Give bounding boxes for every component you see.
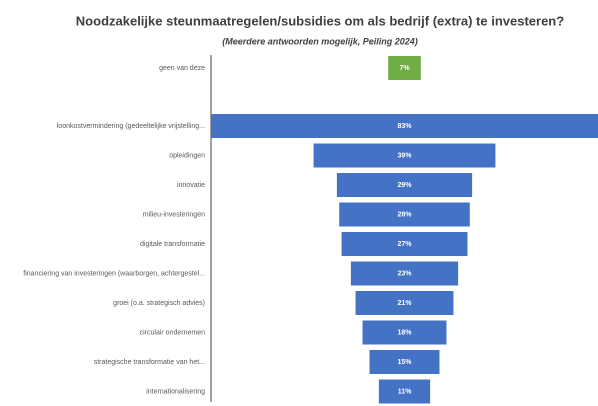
value-label: 11% [398, 388, 412, 395]
value-label: 21% [397, 300, 412, 307]
value-label: 18% [397, 329, 412, 336]
bar [313, 143, 496, 168]
category-label: strategische transformatie van het... [94, 359, 205, 366]
category-label: opleidingen [169, 152, 205, 159]
bar [211, 114, 598, 138]
category-label: internationalisering [146, 388, 205, 395]
chart-subtitle: (Meerdere antwoorden mogelijk, Peiling 2… [222, 36, 418, 46]
category-label: digitale transformatie [140, 241, 205, 248]
value-label: 7% [399, 65, 410, 72]
value-label: 29% [397, 182, 412, 189]
category-label: circulair ondernemen [140, 329, 205, 336]
category-label: innovatie [177, 182, 205, 189]
chart-title: Noodzakelijke steunmaatregelen/subsidies… [76, 13, 564, 28]
value-label: 28% [397, 211, 412, 218]
bar [369, 350, 440, 374]
value-label: 39% [397, 152, 412, 159]
bar [378, 379, 431, 404]
category-label: loonkostvermindering (gedeeltelijke vrij… [57, 123, 205, 130]
bar [336, 173, 473, 197]
category-label: groei (o.a. strategisch advies) [113, 300, 205, 307]
value-label: 27% [397, 241, 412, 248]
bar [350, 261, 459, 286]
category-label: geen van deze [159, 65, 205, 72]
category-label: financiering van investeringen (waarborg… [23, 270, 205, 277]
value-label: 15% [397, 359, 412, 366]
category-label: milieu-investeringen [143, 211, 205, 218]
bar [341, 232, 468, 256]
bar [388, 56, 421, 80]
value-label: 83% [397, 123, 412, 130]
bar [362, 320, 447, 345]
value-label: 23% [397, 270, 412, 277]
bar [355, 291, 454, 315]
bar [339, 202, 470, 227]
